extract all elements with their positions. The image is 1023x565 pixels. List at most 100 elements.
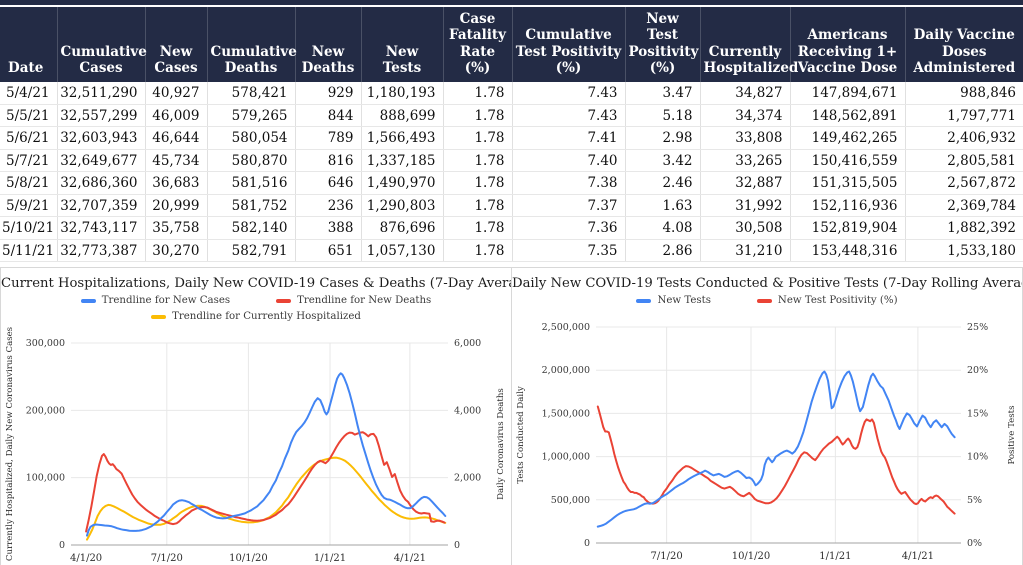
table-cell[interactable]: 789 xyxy=(295,126,362,150)
table-cell[interactable]: 31,992 xyxy=(700,194,791,218)
table-cell[interactable]: 1.78 xyxy=(443,81,513,105)
table-cell[interactable]: 30,508 xyxy=(700,216,791,240)
table-cell[interactable]: 5/4/21 xyxy=(0,81,58,105)
table-cell[interactable]: 1,882,392 xyxy=(905,216,1023,240)
table-cell[interactable]: 2,369,784 xyxy=(905,194,1023,218)
table-cell[interactable]: 35,758 xyxy=(145,216,208,240)
table-cell[interactable]: 581,752 xyxy=(207,194,296,218)
table-cell[interactable]: 30,270 xyxy=(145,239,208,263)
table-cell[interactable]: 7.40 xyxy=(512,149,626,173)
table-cell[interactable]: 2.46 xyxy=(625,171,701,195)
table-cell[interactable]: 5/5/21 xyxy=(0,104,58,128)
table-cell[interactable]: 33,808 xyxy=(700,126,791,150)
table-cell[interactable]: 2,805,581 xyxy=(905,149,1023,173)
table-cell[interactable]: 388 xyxy=(295,216,362,240)
table-cell[interactable]: 1,797,771 xyxy=(905,104,1023,128)
table-cell[interactable]: 988,846 xyxy=(905,81,1023,105)
table-cell[interactable]: 582,140 xyxy=(207,216,296,240)
table-cell[interactable]: 816 xyxy=(295,149,362,173)
table-cell[interactable]: 1.78 xyxy=(443,104,513,128)
table-cell[interactable]: 876,696 xyxy=(361,216,444,240)
table-cell[interactable]: 4.08 xyxy=(625,216,701,240)
table-cell[interactable]: 236 xyxy=(295,194,362,218)
table-cell[interactable]: 1,490,970 xyxy=(361,171,444,195)
table-cell[interactable]: 5/9/21 xyxy=(0,194,58,218)
column-header: Cumulative Cases xyxy=(56,7,147,82)
table-cell[interactable]: 151,315,505 xyxy=(790,171,906,195)
column-header: Cumulative Test Positivity (%) xyxy=(511,7,625,82)
table-cell[interactable]: 32,603,943 xyxy=(57,126,146,150)
table-cell[interactable]: 1.78 xyxy=(443,239,513,263)
table-cell[interactable]: 1,533,180 xyxy=(905,239,1023,263)
table-cell[interactable]: 33,265 xyxy=(700,149,791,173)
table-cell[interactable]: 579,265 xyxy=(207,104,296,128)
table-cell[interactable]: 582,791 xyxy=(207,239,296,263)
table-cell[interactable]: 1,057,130 xyxy=(361,239,444,263)
table-cell[interactable]: 31,210 xyxy=(700,239,791,263)
table-cell[interactable]: 149,462,265 xyxy=(790,126,906,150)
table-cell[interactable]: 32,511,290 xyxy=(57,81,146,105)
table-cell[interactable]: 34,827 xyxy=(700,81,791,105)
table-cell[interactable]: 5/11/21 xyxy=(0,239,58,263)
table-cell[interactable]: 1.78 xyxy=(443,171,513,195)
table-cell[interactable]: 32,707,359 xyxy=(57,194,146,218)
table-cell[interactable]: 1.78 xyxy=(443,126,513,150)
table-cell[interactable]: 3.47 xyxy=(625,81,701,105)
table-cell[interactable]: 5/10/21 xyxy=(0,216,58,240)
table-cell[interactable]: 651 xyxy=(295,239,362,263)
legend-item: New Test Positivity (%) xyxy=(756,295,898,306)
table-cell[interactable]: 32,773,387 xyxy=(57,239,146,263)
table-cell[interactable]: 45,734 xyxy=(145,149,208,173)
legend-item: New Tests xyxy=(636,295,711,306)
table-cell[interactable]: 1,290,803 xyxy=(361,194,444,218)
table-cell[interactable]: 2.98 xyxy=(625,126,701,150)
table-cell[interactable]: 7.35 xyxy=(512,239,626,263)
table-cell[interactable]: 46,009 xyxy=(145,104,208,128)
table-cell[interactable]: 36,683 xyxy=(145,171,208,195)
table-cell[interactable]: 3.42 xyxy=(625,149,701,173)
table-cell[interactable]: 150,416,559 xyxy=(790,149,906,173)
table-cell[interactable]: 148,562,891 xyxy=(790,104,906,128)
table-cell[interactable]: 2,406,932 xyxy=(905,126,1023,150)
table-cell[interactable]: 32,686,360 xyxy=(57,171,146,195)
table-cell[interactable]: 1,180,193 xyxy=(361,81,444,105)
table-cell[interactable]: 1,337,185 xyxy=(361,149,444,173)
table-cell[interactable]: 844 xyxy=(295,104,362,128)
table-cell[interactable]: 5/7/21 xyxy=(0,149,58,173)
table-cell[interactable]: 7.37 xyxy=(512,194,626,218)
table-cell[interactable]: 32,887 xyxy=(700,171,791,195)
table-cell[interactable]: 7.43 xyxy=(512,81,626,105)
table-cell[interactable]: 1.78 xyxy=(443,194,513,218)
table-cell[interactable]: 40,927 xyxy=(145,81,208,105)
table-cell[interactable]: 5/6/21 xyxy=(0,126,58,150)
table-cell[interactable]: 580,870 xyxy=(207,149,296,173)
table-cell[interactable]: 32,649,677 xyxy=(57,149,146,173)
table-cell[interactable]: 888,699 xyxy=(361,104,444,128)
table-cell[interactable]: 5.18 xyxy=(625,104,701,128)
table-cell[interactable]: 5/8/21 xyxy=(0,171,58,195)
table-cell[interactable]: 1.63 xyxy=(625,194,701,218)
table-cell[interactable]: 1.78 xyxy=(443,149,513,173)
table-cell[interactable]: 2.86 xyxy=(625,239,701,263)
table-cell[interactable]: 153,448,316 xyxy=(790,239,906,263)
table-cell[interactable]: 2,567,872 xyxy=(905,171,1023,195)
table-cell[interactable]: 7.41 xyxy=(512,126,626,150)
table-cell[interactable]: 580,054 xyxy=(207,126,296,150)
table-cell[interactable]: 32,557,299 xyxy=(57,104,146,128)
table-cell[interactable]: 7.43 xyxy=(512,104,626,128)
table-cell[interactable]: 152,819,904 xyxy=(790,216,906,240)
table-cell[interactable]: 32,743,117 xyxy=(57,216,146,240)
table-cell[interactable]: 646 xyxy=(295,171,362,195)
table-cell[interactable]: 46,644 xyxy=(145,126,208,150)
table-cell[interactable]: 578,421 xyxy=(207,81,296,105)
table-cell[interactable]: 152,116,936 xyxy=(790,194,906,218)
table-cell[interactable]: 929 xyxy=(295,81,362,105)
table-cell[interactable]: 20,999 xyxy=(145,194,208,218)
table-cell[interactable]: 1.78 xyxy=(443,216,513,240)
table-cell[interactable]: 7.38 xyxy=(512,171,626,195)
table-cell[interactable]: 7.36 xyxy=(512,216,626,240)
table-cell[interactable]: 147,894,671 xyxy=(790,81,906,105)
table-cell[interactable]: 581,516 xyxy=(207,171,296,195)
table-cell[interactable]: 34,374 xyxy=(700,104,791,128)
table-cell[interactable]: 1,566,493 xyxy=(361,126,444,150)
